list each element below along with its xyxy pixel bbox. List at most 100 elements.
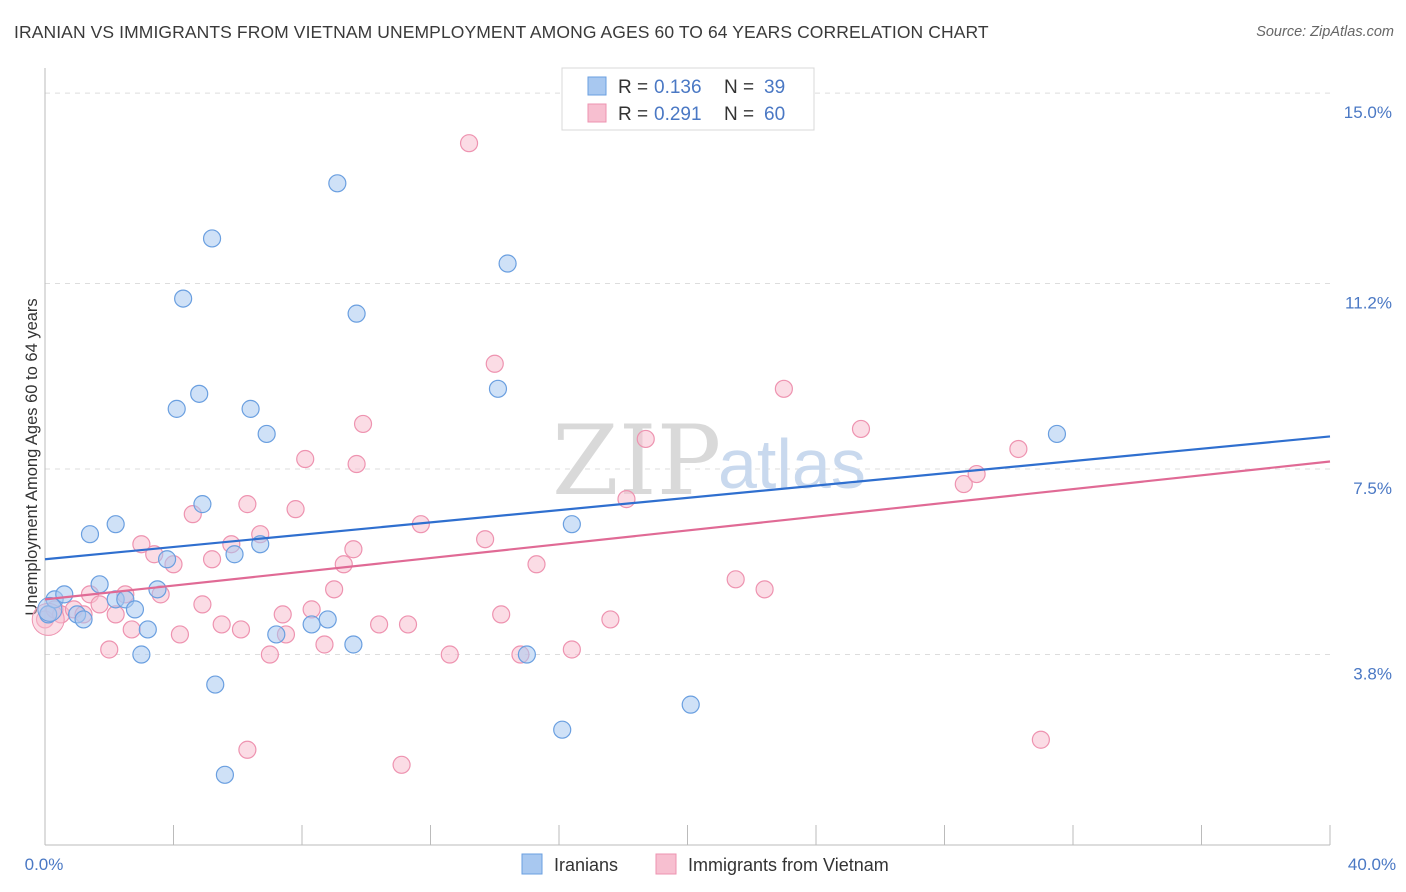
point-iranians bbox=[241, 399, 260, 418]
point-vietnam bbox=[260, 645, 279, 664]
point-vietnam bbox=[476, 530, 495, 549]
point-vietnam bbox=[459, 134, 479, 153]
legend-r-value-iranians: 0.136 bbox=[654, 77, 702, 98]
point-iranians bbox=[517, 645, 536, 664]
point-vietnam bbox=[774, 379, 793, 398]
point-vietnam bbox=[100, 640, 119, 659]
point-vietnam bbox=[398, 615, 418, 634]
watermark-atlas: atlas bbox=[718, 425, 866, 503]
point-vietnam bbox=[286, 500, 305, 519]
legend-n-value-iranians: 39 bbox=[764, 77, 785, 98]
watermark-zip: ZIP bbox=[552, 405, 721, 517]
point-vietnam bbox=[344, 540, 363, 559]
y-tick-label: 11.2% bbox=[1345, 294, 1392, 313]
point-iranians bbox=[553, 720, 572, 739]
legend-r-label-vietnam: R = bbox=[618, 104, 648, 125]
point-vietnam bbox=[238, 740, 257, 759]
y-axis-tick-labels: 3.8% 7.5% 11.2% 15.0% bbox=[1344, 103, 1392, 683]
legend-r-value-vietnam: 0.291 bbox=[654, 104, 702, 125]
point-vietnam bbox=[212, 615, 231, 634]
trend-line-iranians bbox=[44, 435, 1331, 561]
point-vietnam bbox=[527, 555, 546, 574]
legend-swatch-vietnam bbox=[587, 103, 607, 123]
point-vietnam bbox=[122, 620, 141, 639]
point-iranians bbox=[202, 229, 222, 248]
point-iranians bbox=[193, 495, 212, 514]
point-iranians bbox=[318, 610, 337, 629]
point-iranians bbox=[157, 550, 177, 569]
point-vietnam bbox=[851, 419, 871, 439]
point-vietnam bbox=[193, 595, 212, 614]
point-iranians bbox=[267, 625, 286, 644]
bottom-legend-label-iranians: Iranians bbox=[554, 855, 618, 875]
point-vietnam bbox=[238, 495, 257, 514]
point-iranians bbox=[125, 600, 145, 619]
point-vietnam bbox=[231, 620, 251, 639]
point-vietnam bbox=[755, 580, 774, 599]
point-vietnam bbox=[726, 570, 745, 589]
point-iranians bbox=[215, 765, 234, 784]
point-vietnam bbox=[440, 645, 459, 664]
source-label: Source: ZipAtlas.com bbox=[1256, 24, 1394, 40]
point-vietnam bbox=[492, 605, 511, 624]
watermark: ZIP atlas bbox=[552, 405, 866, 517]
point-vietnam bbox=[1009, 439, 1028, 459]
y-tick-label: 3.8% bbox=[1353, 665, 1392, 684]
point-iranians bbox=[225, 545, 244, 564]
point-iranians bbox=[302, 615, 321, 634]
legend-swatch-iranians bbox=[587, 76, 607, 96]
bottom-legend-swatch-vietnam bbox=[655, 853, 677, 875]
y-tick-label: 15.0% bbox=[1344, 103, 1392, 122]
point-iranians bbox=[328, 174, 347, 193]
point-iranians bbox=[206, 675, 225, 694]
x-tick-label-max: 40.0% bbox=[1348, 855, 1396, 874]
trend-lines bbox=[44, 435, 1331, 601]
point-vietnam bbox=[601, 610, 620, 629]
point-vietnam bbox=[334, 555, 353, 574]
legend-n-label-iranians: N = bbox=[724, 77, 754, 98]
point-iranians bbox=[257, 424, 276, 444]
point-iranians bbox=[347, 304, 366, 323]
y-axis-label: Unemployment Among Ages 60 to 64 years bbox=[23, 298, 41, 615]
series-vietnam-points bbox=[31, 134, 1050, 774]
point-vietnam bbox=[347, 454, 366, 474]
point-iranians bbox=[344, 635, 363, 654]
bottom-legend-swatch-iranians bbox=[521, 853, 543, 875]
legend-n-value-vietnam: 60 bbox=[764, 104, 785, 125]
point-iranians bbox=[80, 525, 100, 544]
point-vietnam bbox=[325, 580, 344, 599]
point-vietnam bbox=[296, 449, 315, 469]
bottom-legend-label-vietnam: Immigrants from Vietnam bbox=[688, 855, 889, 875]
point-vietnam bbox=[485, 354, 504, 373]
point-iranians bbox=[138, 620, 157, 639]
legend-n-label-vietnam: N = bbox=[724, 104, 754, 125]
point-vietnam bbox=[202, 550, 222, 569]
point-vietnam bbox=[370, 615, 389, 634]
point-iranians bbox=[488, 379, 508, 398]
point-cluster-iranians bbox=[37, 596, 63, 622]
point-iranians bbox=[498, 254, 517, 273]
chart-title: IRANIAN VS IMMIGRANTS FROM VIETNAM UNEMP… bbox=[14, 22, 989, 42]
point-iranians bbox=[190, 384, 209, 403]
series-legend: Iranians Immigrants from Vietnam bbox=[521, 853, 889, 875]
point-vietnam bbox=[353, 414, 373, 434]
grid-lines bbox=[45, 92, 1330, 656]
point-iranians bbox=[681, 695, 700, 714]
point-vietnam bbox=[132, 535, 151, 554]
point-vietnam bbox=[170, 625, 190, 644]
point-iranians bbox=[106, 515, 125, 534]
trend-line-vietnam bbox=[44, 460, 1331, 601]
point-vietnam bbox=[392, 755, 411, 774]
point-vietnam bbox=[315, 635, 334, 654]
x-tick-label-min: 0.0% bbox=[25, 855, 64, 874]
x-axis-ticks bbox=[173, 825, 1331, 845]
point-vietnam bbox=[90, 595, 109, 614]
point-vietnam bbox=[1031, 730, 1050, 749]
point-vietnam bbox=[273, 605, 292, 624]
point-iranians bbox=[132, 645, 151, 664]
legend-r-label-iranians: R = bbox=[618, 77, 648, 98]
point-iranians bbox=[74, 610, 93, 629]
point-vietnam bbox=[562, 640, 581, 659]
point-vietnam bbox=[636, 429, 655, 449]
